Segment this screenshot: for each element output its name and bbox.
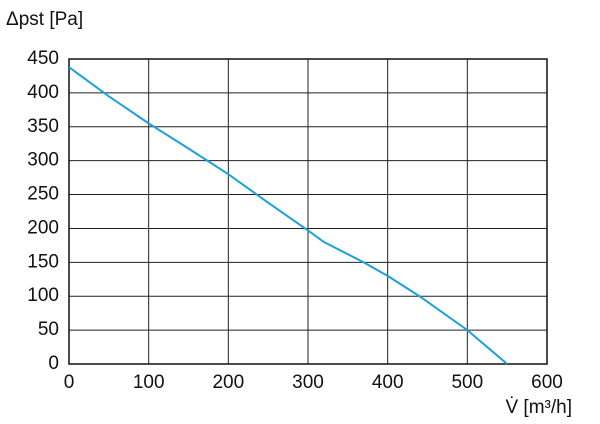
y-tick-label: 300 xyxy=(27,150,59,171)
y-tick-label: 50 xyxy=(38,319,59,340)
x-tick-label: 200 xyxy=(212,372,244,393)
x-axis-label: V̇ [m³/h] xyxy=(505,397,572,418)
y-tick-label: 100 xyxy=(27,285,59,306)
y-axis-label: Δpst [Pa] xyxy=(6,9,83,30)
y-tick-label: 350 xyxy=(27,116,59,137)
y-tick-label: 200 xyxy=(27,217,59,238)
x-tick-label: 400 xyxy=(372,372,404,393)
y-tick-label: 450 xyxy=(27,48,59,69)
y-tick-label: 400 xyxy=(27,82,59,103)
x-tick-label: 0 xyxy=(64,372,75,393)
y-tick-label: 0 xyxy=(48,353,59,374)
x-tick-label: 300 xyxy=(292,372,324,393)
x-tick-label: 500 xyxy=(451,372,483,393)
x-tick-label: 600 xyxy=(531,372,563,393)
data-line xyxy=(68,66,508,365)
x-tick-label: 100 xyxy=(133,372,165,393)
y-tick-label: 150 xyxy=(27,251,59,272)
plot-frame xyxy=(68,58,548,365)
y-tick-label: 250 xyxy=(27,184,59,205)
